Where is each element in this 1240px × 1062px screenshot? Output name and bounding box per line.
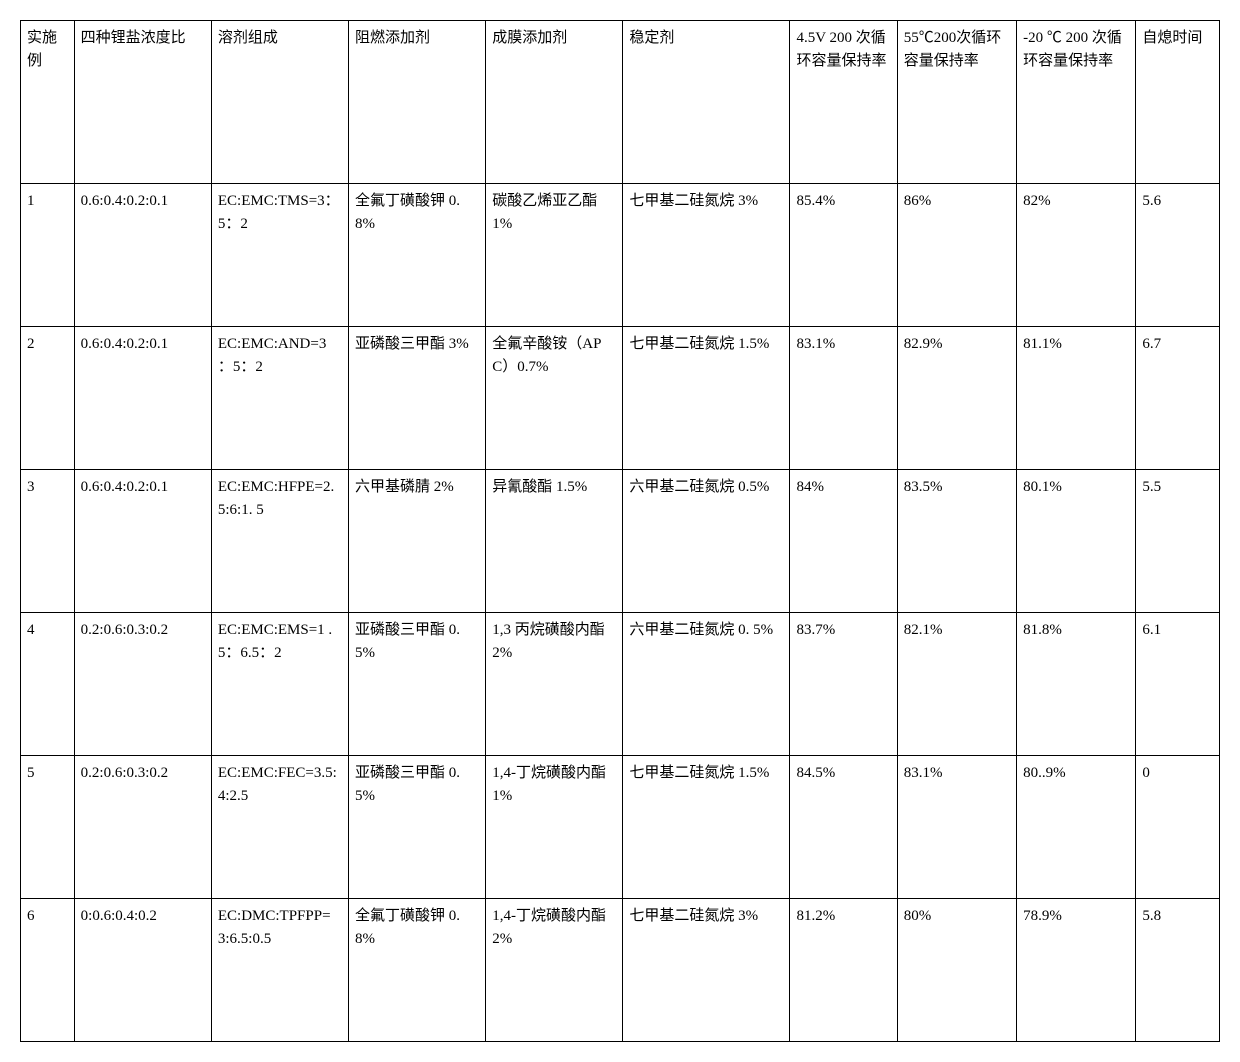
cell: 78.9% [1017,899,1136,1042]
cell: 亚磷酸三甲酯 0.5% [349,613,486,756]
cell: 5.5 [1136,470,1220,613]
cell: 0.2:0.6:0.3:0.2 [74,613,211,756]
cell: 亚磷酸三甲酯 0.5% [349,756,486,899]
cell: 80..9% [1017,756,1136,899]
cell: 2 [21,327,75,470]
cell: 1,4-丁烷磺酸内酯 2% [486,899,623,1042]
table-body: 1 0.6:0.4:0.2:0.1 EC:EMC:TMS=3：5：2 全氟丁磺酸… [21,184,1220,1042]
data-table: 实施例 四种锂盐浓度比 溶剂组成 阻燃添加剂 成膜添加剂 稳定剂 4.5V 20… [20,20,1220,1042]
cell: EC:DMC:TPFPP=3:6.5:0.5 [211,899,348,1042]
cell: EC:EMC:TMS=3：5：2 [211,184,348,327]
cell: 6.7 [1136,327,1220,470]
cell: 6.1 [1136,613,1220,756]
cell: 84% [790,470,897,613]
cell: 4 [21,613,75,756]
cell: EC:EMC:EMS=1 .5：6.5：2 [211,613,348,756]
table-row: 4 0.2:0.6:0.3:0.2 EC:EMC:EMS=1 .5：6.5：2 … [21,613,1220,756]
cell: 0.6:0.4:0.2:0.1 [74,184,211,327]
cell: 全氟丁磺酸钾 0.8% [349,899,486,1042]
cell: 七甲基二硅氮烷 1.5% [623,327,790,470]
header-col7: 55℃200次循环容量保持率 [897,21,1016,184]
cell: 83.5% [897,470,1016,613]
cell: 1,4-丁烷磺酸内酯 1% [486,756,623,899]
cell: 82.9% [897,327,1016,470]
cell: 六甲基二硅氮烷 0.5% [623,470,790,613]
cell: 83.7% [790,613,897,756]
cell: EC:EMC:FEC=3.5:4:2.5 [211,756,348,899]
cell: EC:EMC:AND=3 ：5：2 [211,327,348,470]
cell: 0.6:0.4:0.2:0.1 [74,470,211,613]
cell: 85.4% [790,184,897,327]
cell: 81.8% [1017,613,1136,756]
header-col6: 4.5V 200 次循环容量保持率 [790,21,897,184]
cell: 82.1% [897,613,1016,756]
cell: 1 [21,184,75,327]
cell: 七甲基二硅氮烷 3% [623,899,790,1042]
cell: 七甲基二硅氮烷 3% [623,184,790,327]
cell: 六甲基磷腈 2% [349,470,486,613]
header-col1: 四种锂盐浓度比 [74,21,211,184]
cell: 亚磷酸三甲酯 3% [349,327,486,470]
header-col5: 稳定剂 [623,21,790,184]
cell: 1,3 丙烷磺酸内酯 2% [486,613,623,756]
table-header-row: 实施例 四种锂盐浓度比 溶剂组成 阻燃添加剂 成膜添加剂 稳定剂 4.5V 20… [21,21,1220,184]
cell: 6 [21,899,75,1042]
header-col2: 溶剂组成 [211,21,348,184]
cell: 六甲基二硅氮烷 0. 5% [623,613,790,756]
header-col3: 阻燃添加剂 [349,21,486,184]
cell: 全氟辛酸铵（APC）0.7% [486,327,623,470]
header-col4: 成膜添加剂 [486,21,623,184]
cell: 0:0.6:0.4:0.2 [74,899,211,1042]
cell: 3 [21,470,75,613]
cell: 异氰酸酯 1.5% [486,470,623,613]
table-row: 2 0.6:0.4:0.2:0.1 EC:EMC:AND=3 ：5：2 亚磷酸三… [21,327,1220,470]
cell: 0 [1136,756,1220,899]
header-col0: 实施例 [21,21,75,184]
cell: 0.2:0.6:0.3:0.2 [74,756,211,899]
cell: 84.5% [790,756,897,899]
table-row: 3 0.6:0.4:0.2:0.1 EC:EMC:HFPE=2.5:6:1. 5… [21,470,1220,613]
cell: 83.1% [790,327,897,470]
cell: 5 [21,756,75,899]
cell: 全氟丁磺酸钾 0.8% [349,184,486,327]
cell: 碳酸乙烯亚乙酯 1% [486,184,623,327]
cell: 81.2% [790,899,897,1042]
cell: 82% [1017,184,1136,327]
cell: 5.6 [1136,184,1220,327]
header-col9: 自熄时间 [1136,21,1220,184]
cell: 83.1% [897,756,1016,899]
table-row: 6 0:0.6:0.4:0.2 EC:DMC:TPFPP=3:6.5:0.5 全… [21,899,1220,1042]
cell: 80.1% [1017,470,1136,613]
header-col8: -20 ℃ 200 次循环容量保持率 [1017,21,1136,184]
cell: 0.6:0.4:0.2:0.1 [74,327,211,470]
table-row: 1 0.6:0.4:0.2:0.1 EC:EMC:TMS=3：5：2 全氟丁磺酸… [21,184,1220,327]
cell: 5.8 [1136,899,1220,1042]
cell: 80% [897,899,1016,1042]
cell: 七甲基二硅氮烷 1.5% [623,756,790,899]
cell: 86% [897,184,1016,327]
table-row: 5 0.2:0.6:0.3:0.2 EC:EMC:FEC=3.5:4:2.5 亚… [21,756,1220,899]
cell: 81.1% [1017,327,1136,470]
cell: EC:EMC:HFPE=2.5:6:1. 5 [211,470,348,613]
